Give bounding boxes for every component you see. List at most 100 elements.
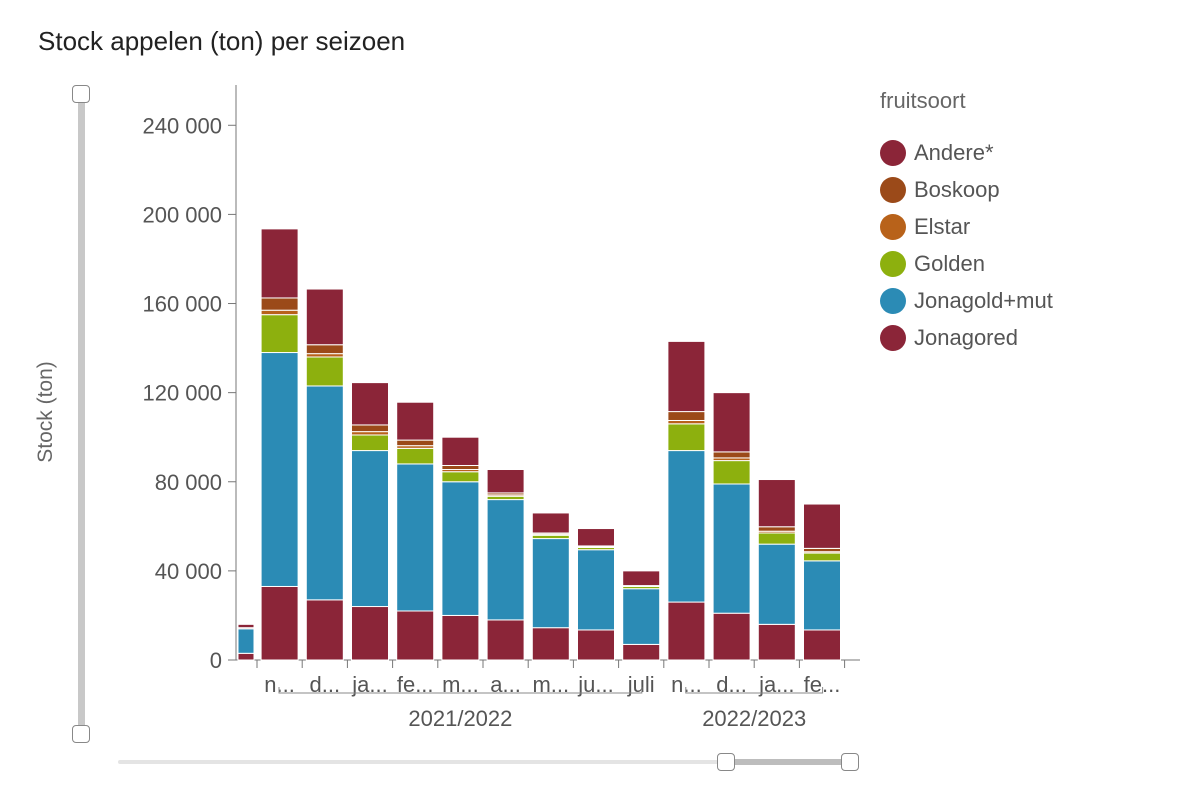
bar-segment-andere-[interactable] (622, 570, 661, 587)
bar-segment-jonagored[interactable] (803, 629, 841, 661)
bar-segment-elstar[interactable] (260, 309, 299, 316)
chart-title: Stock appelen (ton) per seizoen (38, 26, 406, 56)
legend-label: Golden (914, 250, 985, 276)
bar-segment-andere-[interactable] (396, 401, 435, 441)
bar-segment-andere-[interactable] (260, 228, 299, 299)
legend-label: Boskoop (914, 176, 1000, 202)
bar-segment-boskoop[interactable] (803, 547, 841, 553)
bar-segment-jonagold-mut[interactable] (260, 352, 299, 587)
bar-segment-jonagold-mut[interactable] (305, 385, 344, 601)
bar-segment-jonagold-mut[interactable] (803, 560, 841, 631)
bar-segment-jonagold-mut[interactable] (757, 543, 796, 625)
bar-segment-golden[interactable] (441, 471, 480, 483)
legend-item[interactable]: Andere* (880, 134, 1053, 171)
bar-segment-elstar[interactable] (351, 431, 389, 436)
bar-segment-jonagold-mut[interactable] (486, 499, 525, 621)
bar-segment-boskoop[interactable] (396, 439, 435, 447)
bar-segment-boskoop[interactable] (305, 344, 344, 355)
bar-segment-andere-[interactable] (305, 288, 344, 346)
legend-swatch (880, 213, 906, 240)
bar-segment-andere-[interactable] (486, 469, 525, 494)
bar-segment-jonagored[interactable] (305, 599, 344, 661)
bar-segment-golden[interactable] (396, 447, 435, 465)
bar-segment-jonagold-mut[interactable] (441, 481, 480, 616)
y-tick-label: 40 000 (155, 559, 222, 584)
legend-item[interactable]: Golden (880, 245, 1053, 282)
bar-segment-golden[interactable] (486, 495, 525, 501)
bar-segment-golden[interactable] (531, 534, 570, 540)
legend-label: Jonagold+mut (914, 287, 1053, 313)
legend-swatch (880, 324, 906, 351)
bar-segment-golden[interactable] (667, 423, 706, 452)
bar-segment-andere-[interactable] (351, 382, 389, 426)
bar-segment-jonagold-mut[interactable] (351, 450, 389, 608)
y-tick-label: 120 000 (142, 381, 222, 406)
bar-segment-golden[interactable] (305, 356, 344, 387)
bar-segment-jonagored[interactable] (351, 606, 389, 661)
y-tick-label: 160 000 (142, 292, 222, 317)
bar-segment-jonagored[interactable] (396, 610, 435, 661)
bar-segment-elstar[interactable] (305, 353, 344, 358)
bar-segment-jonagored[interactable] (441, 614, 480, 661)
bar-segment-andere-[interactable] (577, 528, 615, 547)
bar-segment-jonagold-mut[interactable] (667, 450, 706, 603)
legend-item[interactable]: Boskoop (880, 171, 1053, 208)
bar-segment-andere-[interactable] (441, 436, 480, 466)
vertical-slider-top-handle[interactable] (72, 85, 90, 103)
bar-segment-andere-[interactable] (712, 392, 751, 453)
bar-segment-elstar[interactable] (667, 419, 706, 425)
horizontal-zoom-slider[interactable] (118, 760, 858, 764)
y-tick-label: 200 000 (142, 202, 222, 227)
legend-item[interactable]: Jonagored (880, 319, 1053, 356)
bar-segment-andere-[interactable] (803, 503, 841, 549)
bar-segment-jonagored[interactable] (622, 643, 661, 661)
vertical-zoom-slider[interactable] (78, 94, 85, 734)
legend-label: Jonagored (914, 324, 1018, 350)
bar-segment-boskoop[interactable] (441, 464, 480, 471)
bar-segment-boskoop[interactable] (351, 424, 389, 433)
bar-segment-jonagold-mut[interactable] (531, 538, 570, 629)
legend-swatch (880, 287, 906, 314)
bar-segment-jonagold-mut[interactable] (577, 549, 615, 631)
x-group-label: 2022/2023 (702, 706, 806, 731)
bar-segment-jonagored[interactable] (757, 623, 796, 661)
bar-segment-jonagored[interactable] (237, 652, 255, 661)
bar-segment-golden[interactable] (260, 314, 299, 354)
bar-segment-boskoop[interactable] (667, 411, 706, 421)
horizontal-slider-left-handle[interactable] (717, 753, 735, 771)
bar-segment-jonagored[interactable] (712, 612, 751, 661)
legend-label: Elstar (914, 213, 971, 239)
bar-segment-jonagold-mut[interactable] (396, 463, 435, 612)
bar-segment-golden[interactable] (757, 532, 796, 545)
bar-segment-andere-[interactable] (531, 512, 570, 534)
legend-swatch (880, 139, 906, 166)
bar-segment-golden[interactable] (351, 434, 389, 452)
bar-segment-jonagored[interactable] (531, 627, 570, 661)
legend-item[interactable]: Jonagold+mut (880, 282, 1053, 319)
bar-segment-boskoop[interactable] (712, 451, 751, 459)
y-tick-label: 0 (210, 648, 222, 673)
horizontal-slider-range[interactable] (726, 759, 850, 765)
bar-segment-boskoop[interactable] (260, 297, 299, 311)
horizontal-slider-right-handle[interactable] (841, 753, 859, 771)
legend-label: Andere* (914, 139, 994, 165)
legend-item[interactable]: Elstar (880, 208, 1053, 245)
bar-segment-jonagored[interactable] (486, 619, 525, 661)
vertical-slider-bottom-handle[interactable] (72, 725, 90, 743)
group-bracket (278, 687, 643, 694)
bar-segment-jonagold-mut[interactable] (712, 483, 751, 614)
bar-segment-andere-[interactable] (667, 340, 706, 413)
bar-segment-golden[interactable] (803, 552, 841, 562)
bar-segment-boskoop[interactable] (757, 526, 796, 532)
bar-segment-jonagold-mut[interactable] (237, 628, 255, 654)
bar-segment-andere-[interactable] (757, 479, 796, 528)
y-tick-label: 240 000 (142, 113, 222, 138)
bar-segment-jonagored[interactable] (260, 585, 299, 661)
legend-title: fruitsoort (880, 88, 966, 113)
bar-segment-jonagold-mut[interactable] (622, 588, 661, 645)
bar-segment-jonagored[interactable] (577, 629, 615, 661)
bar-segment-jonagored[interactable] (667, 601, 706, 661)
bar-segment-andere-[interactable] (237, 623, 255, 629)
bar-segment-golden[interactable] (712, 460, 751, 485)
